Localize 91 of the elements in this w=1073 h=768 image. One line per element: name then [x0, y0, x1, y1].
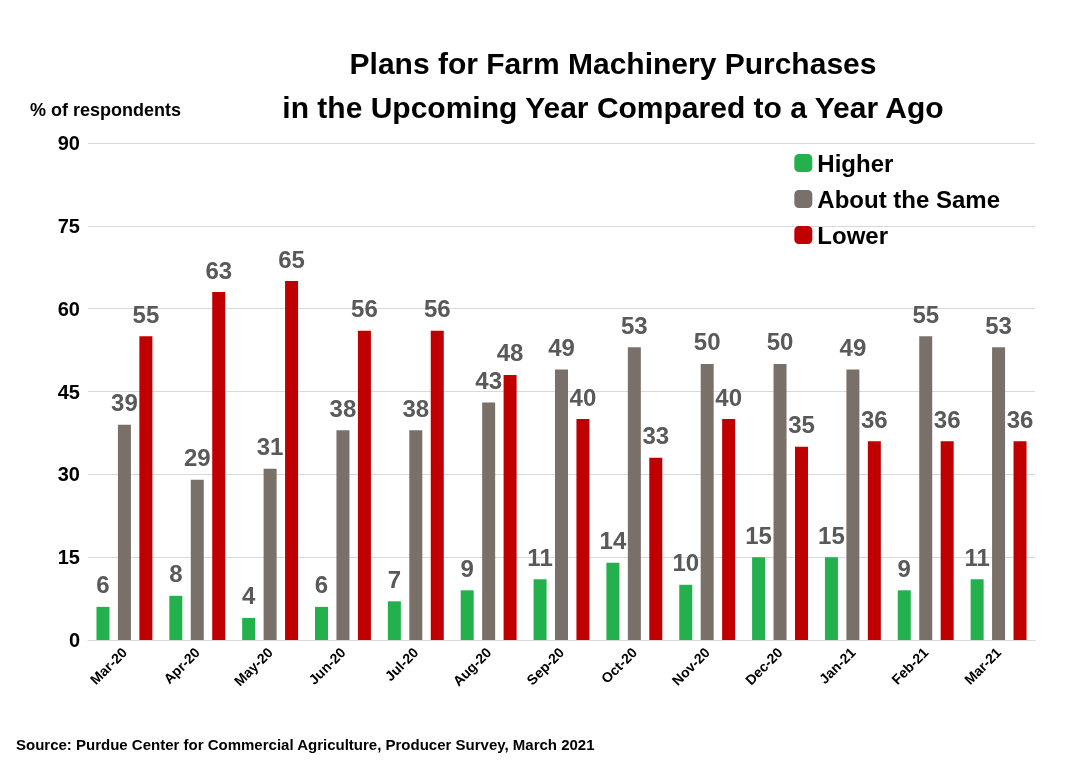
y-tick-label: 15: [57, 546, 80, 569]
bar: [460, 590, 474, 640]
bar: [606, 562, 620, 640]
data-label: 50: [693, 328, 721, 356]
bar: [533, 579, 547, 640]
data-label: 53: [985, 311, 1012, 339]
bar: [409, 430, 423, 640]
data-label: 6: [314, 571, 329, 599]
data-label: 35: [788, 411, 815, 439]
data-label: 7: [387, 565, 402, 593]
bar: [722, 419, 736, 640]
bar: [576, 419, 590, 640]
data-label: 8: [169, 560, 183, 588]
data-label: 11: [964, 543, 990, 571]
data-label: 55: [132, 300, 160, 328]
data-label: 31: [256, 433, 284, 461]
legend-label: Higher: [817, 149, 894, 177]
bar: [212, 292, 226, 640]
data-label: 40: [569, 383, 597, 411]
bar: [679, 584, 693, 640]
legend-label: About the Same: [817, 185, 1000, 213]
bar: [555, 369, 568, 640]
bar: [897, 590, 911, 640]
bar: [169, 595, 183, 640]
bar: [482, 402, 496, 640]
bar: [139, 336, 153, 640]
data-label: 11: [527, 543, 553, 571]
bar: [430, 330, 444, 640]
bar: [357, 330, 371, 640]
bar: [649, 457, 663, 640]
bar: [263, 468, 277, 640]
data-label: 43: [475, 367, 503, 395]
bar: [970, 579, 984, 640]
bar: [992, 347, 1006, 640]
data-label: 36: [933, 405, 961, 433]
bar: [824, 557, 838, 640]
y-tick-label: 75: [57, 214, 80, 237]
chart-title: Plans for Farm Machinery Purchases in the Upcoming Year Compared to a Year Ago: [282, 46, 944, 124]
bar: [117, 424, 131, 640]
data-label: 53: [620, 311, 648, 339]
y-tick-label: 30: [57, 463, 80, 486]
y-tick-label: 60: [57, 297, 80, 320]
bar: [773, 363, 787, 640]
data-label: 49: [548, 333, 575, 361]
bar: [285, 281, 299, 640]
bar: [627, 347, 641, 640]
data-label: 50: [766, 328, 794, 356]
data-label: 6: [96, 571, 110, 599]
bar: [1013, 441, 1027, 640]
data-label: 65: [278, 245, 305, 273]
bar: [867, 441, 881, 640]
bar: [242, 617, 256, 640]
legend-label: Lower: [817, 221, 888, 249]
bar: [190, 479, 204, 640]
bar: [846, 369, 860, 640]
data-label: 15: [745, 521, 772, 549]
bar: [503, 374, 517, 640]
bar: [336, 430, 350, 640]
data-label: 49: [839, 333, 867, 361]
data-label: 40: [715, 383, 742, 411]
source-note: Source: Purdue Center for Commercial Agriculture, Producer Survey, March 2021: [16, 736, 595, 753]
y-axis-title: % of respondents: [30, 100, 182, 120]
data-label: 9: [460, 554, 474, 582]
bar: [752, 557, 766, 640]
data-label: 38: [402, 394, 430, 422]
y-tick-label: 90: [57, 132, 80, 154]
data-label: 29: [183, 444, 211, 472]
data-label: 63: [205, 256, 233, 284]
data-label: 9: [897, 554, 911, 582]
data-label: 55: [912, 300, 940, 328]
bar: [387, 601, 401, 640]
y-tick-label: 45: [57, 380, 80, 403]
bar: [96, 606, 110, 640]
data-label: 10: [672, 549, 700, 577]
bar: [794, 446, 808, 640]
data-label: 36: [860, 405, 888, 433]
data-label: 56: [423, 295, 451, 323]
y-tick-label: 0: [68, 629, 80, 651]
bar: [919, 336, 933, 640]
data-label: 39: [111, 389, 138, 417]
data-label: 48: [496, 339, 524, 367]
data-label: 14: [599, 527, 627, 555]
bar: [315, 606, 329, 640]
data-label: 36: [1006, 405, 1034, 433]
data-label: 33: [642, 422, 670, 450]
bar: [940, 441, 954, 640]
bar: [700, 363, 714, 640]
data-label: 4: [241, 582, 256, 610]
data-label: 15: [818, 521, 845, 549]
data-label: 38: [329, 394, 357, 422]
data-label: 56: [351, 295, 378, 323]
